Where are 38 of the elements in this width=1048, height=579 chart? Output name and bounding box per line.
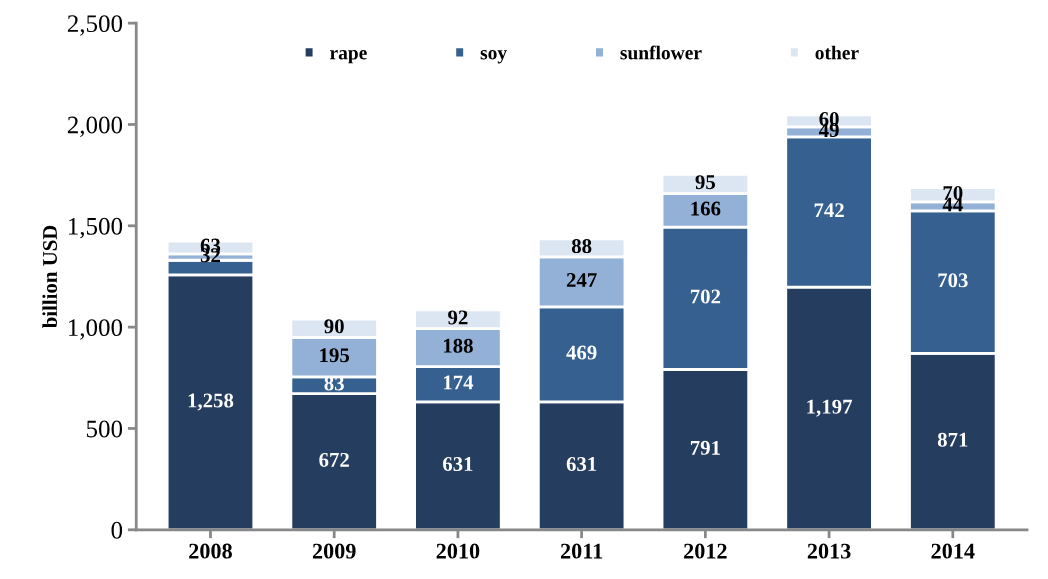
x-tick-label: 2009 bbox=[312, 543, 356, 559]
data-label: 1,197 bbox=[807, 399, 853, 417]
y-tick-label: 500 bbox=[87, 420, 123, 438]
data-label: 871 bbox=[937, 432, 968, 447]
y-tick-label: 0 bbox=[111, 521, 123, 539]
data-label: 95 bbox=[695, 175, 716, 190]
data-label: 742 bbox=[814, 203, 844, 218]
y-tick-label: 1,000 bbox=[68, 319, 123, 340]
legend-label: other bbox=[815, 45, 859, 60]
data-label: 88 bbox=[571, 239, 592, 254]
data-label: 702 bbox=[690, 289, 721, 304]
x-tick-label: 2010 bbox=[436, 543, 480, 559]
x-tick-label: 2013 bbox=[807, 543, 851, 559]
y-tick-label: 2,000 bbox=[67, 116, 123, 137]
legend-label: rape bbox=[330, 50, 367, 64]
data-label: 166 bbox=[691, 201, 721, 216]
data-label: 174 bbox=[443, 375, 474, 390]
data-label: 92 bbox=[448, 310, 468, 325]
y-tick-label: 1,500 bbox=[68, 217, 123, 239]
data-label: 188 bbox=[443, 338, 473, 353]
y-tick-label: 2,500 bbox=[67, 15, 123, 36]
x-tick-label: 2014 bbox=[931, 543, 975, 559]
x-tick-label: 2011 bbox=[560, 543, 603, 559]
data-label: 631 bbox=[566, 457, 597, 472]
legend-label: sunflower bbox=[620, 45, 702, 60]
data-label: 672 bbox=[319, 452, 349, 467]
data-label: 1,258 bbox=[188, 393, 234, 411]
x-tick-label: 2008 bbox=[189, 543, 232, 559]
data-label: 247 bbox=[566, 273, 597, 287]
data-label: 703 bbox=[938, 273, 968, 288]
data-label: 469 bbox=[566, 345, 597, 360]
data-label: 195 bbox=[320, 348, 350, 363]
legend-label: soy bbox=[480, 50, 507, 64]
data-label: 631 bbox=[443, 457, 473, 472]
data-label: 791 bbox=[690, 440, 720, 455]
y-axis-title: billion USD bbox=[42, 225, 58, 329]
data-label: 90 bbox=[324, 319, 344, 334]
x-tick-label: 2012 bbox=[684, 543, 727, 559]
